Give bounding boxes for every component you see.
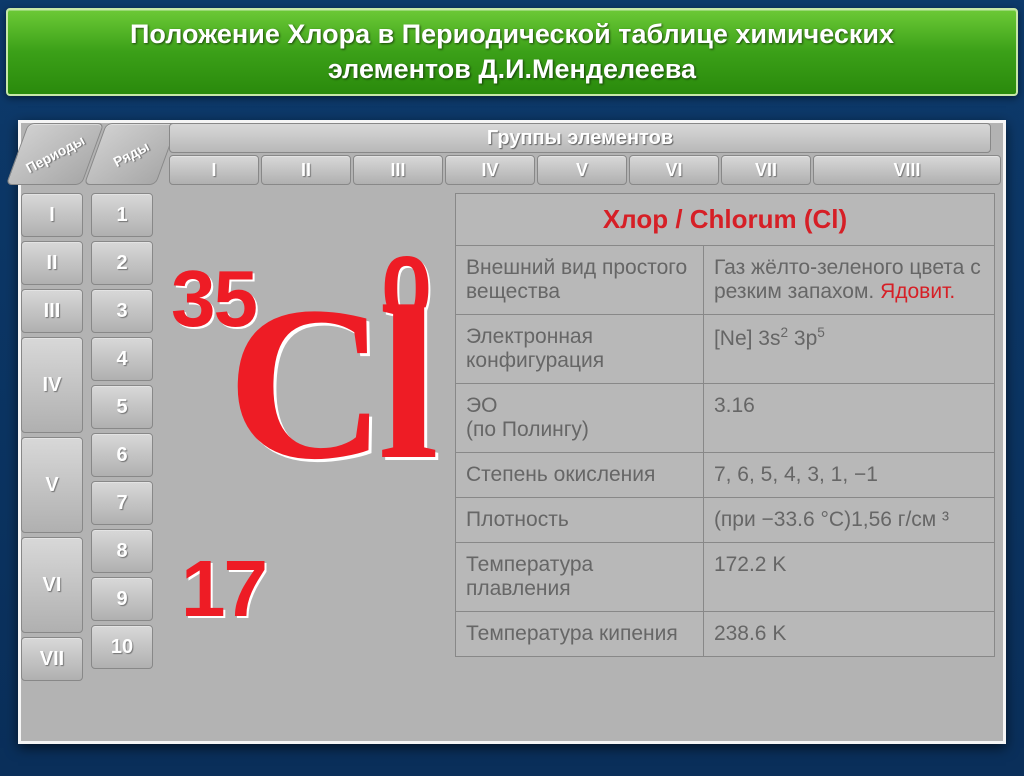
prop-label: Степень окисления (456, 453, 704, 498)
row-cell: 2 (91, 241, 153, 285)
groups-header: Группы элементов (169, 123, 991, 153)
group-cell: VII (721, 155, 811, 185)
cl-number: 17 (181, 543, 266, 635)
prop-label: Температура плавления (456, 543, 704, 612)
prop-value: 172.2 K (703, 543, 994, 612)
prop-header: Хлор / Chlorum (Cl) (456, 194, 995, 246)
period-cell: II (21, 241, 83, 285)
main-board: Периоды Ряды Группы элементов IIIIIIIVVV… (18, 120, 1006, 744)
prop-label: ЭО(по Полингу) (456, 384, 704, 453)
periods-label: Периоды (23, 132, 87, 176)
period-cell: IV (21, 337, 83, 433)
group-cell: I (169, 155, 259, 185)
row-cell: 10 (91, 625, 153, 669)
group-cell: IV (445, 155, 535, 185)
periods-column: IIIIIIIVVVIVII (21, 193, 87, 685)
period-cell: VI (21, 537, 83, 633)
row-cell: 3 (91, 289, 153, 333)
prop-label: Плотность (456, 498, 704, 543)
prop-value: Газ жёлто-зеленого цвета с резким запахо… (703, 246, 994, 315)
prop-value: 3.16 (703, 384, 994, 453)
period-cell: III (21, 289, 83, 333)
rows-label: Ряды (110, 138, 151, 170)
row-cell: 6 (91, 433, 153, 477)
row-cell: 1 (91, 193, 153, 237)
prop-label: Температура кипения (456, 612, 704, 657)
row-cell: 7 (91, 481, 153, 525)
group-cell: VI (629, 155, 719, 185)
title-line-2: элементов Д.И.Менделеева (20, 52, 1004, 87)
cl-symbol: Cl (227, 273, 431, 493)
prop-value: 7, 6, 5, 4, 3, 1, −1 (703, 453, 994, 498)
prop-label: Электронная конфигурация (456, 315, 704, 384)
group-cell: VIII (813, 155, 1001, 185)
row-cell: 8 (91, 529, 153, 573)
page-title: Положение Хлора в Периодической таблице … (6, 8, 1018, 96)
period-cell: V (21, 437, 83, 533)
rows-column: 12345678910 (91, 193, 157, 673)
group-cell: V (537, 155, 627, 185)
group-cell: II (261, 155, 351, 185)
group-numbers-row: IIIIIIIVVVIVIIVIII (169, 155, 1001, 185)
properties-table: Хлор / Chlorum (Cl) Внешний вид простого… (455, 193, 995, 657)
prop-label: Внешний вид простого вещества (456, 246, 704, 315)
prop-value: [Ne] 3s2 3p5 (703, 315, 994, 384)
title-line-1: Положение Хлора в Периодической таблице … (20, 17, 1004, 52)
prop-value: 238.6 K (703, 612, 994, 657)
row-cell: 9 (91, 577, 153, 621)
row-cell: 5 (91, 385, 153, 429)
prop-value: (при −33.6 °C)1,56 г/см ³ (703, 498, 994, 543)
period-cell: I (21, 193, 83, 237)
row-cell: 4 (91, 337, 153, 381)
group-cell: III (353, 155, 443, 185)
period-cell: VII (21, 637, 83, 681)
